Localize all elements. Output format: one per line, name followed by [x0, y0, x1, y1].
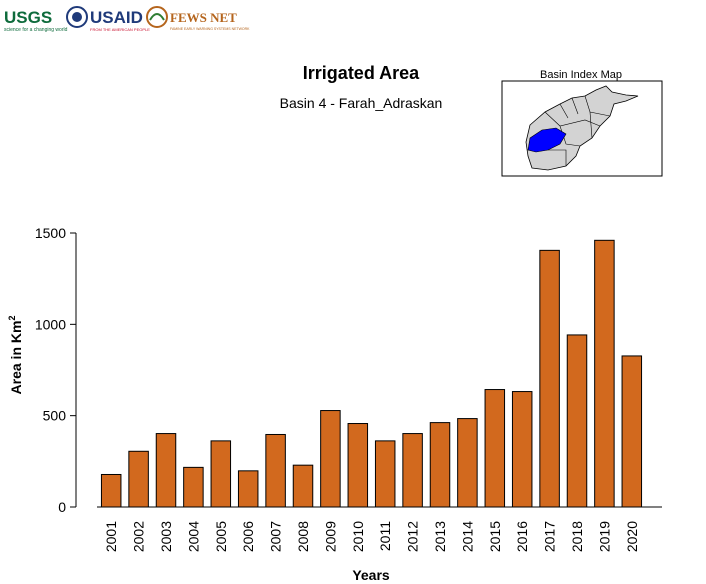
usaid-seal-inner [72, 12, 82, 22]
x-tick-label: 2014 [459, 521, 475, 552]
y-axis-label: Area in Km [8, 321, 24, 395]
y-tick-label: 1000 [35, 316, 66, 332]
fewsnet-logo-tagline: FAMINE EARLY WARNING SYSTEMS NETWORK [170, 27, 250, 31]
bar-2007 [265, 433, 286, 508]
usaid-logo-text: USAID [90, 8, 143, 27]
usgs-logo: USGS science for a changing world [4, 8, 68, 33]
bar-2006 [237, 470, 259, 508]
x-tick-label: 2003 [158, 521, 174, 552]
bar-2009 [320, 410, 341, 508]
bar-2014 [457, 418, 478, 508]
x-tick-label: 2005 [213, 521, 229, 552]
bar-2003 [155, 433, 177, 508]
bar-2016 [511, 391, 533, 508]
bar-2012 [402, 433, 423, 508]
bar-2011 [374, 440, 396, 508]
inset-map-title: Basin Index Map [540, 69, 622, 81]
basin-index-map: Basin Index Map [501, 69, 663, 177]
highlighted-basin-farah-adraskan [527, 127, 567, 153]
x-tick-label: 2013 [432, 521, 448, 552]
bar-2001 [100, 473, 122, 508]
x-tick-label: 2020 [624, 521, 640, 552]
header-logos: USGS science for a changing world USAID … [4, 6, 250, 33]
fewsnet-logo-text: FEWS NET [170, 10, 237, 25]
x-axis-label: Years [352, 567, 390, 583]
bar-2013 [429, 422, 451, 508]
bar-2015 [484, 389, 506, 508]
x-tick-label: 2018 [569, 521, 585, 552]
bar-2018 [566, 334, 588, 508]
x-tick-label: 2007 [268, 521, 284, 552]
x-tick-label: 2010 [350, 521, 366, 552]
usaid-logo: USAID FROM THE AMERICAN PEOPLE [66, 6, 150, 32]
x-tick-label: 2001 [103, 521, 119, 552]
usaid-logo-tagline: FROM THE AMERICAN PEOPLE [90, 27, 150, 32]
y-tick-label: 0 [58, 499, 66, 515]
fewsnet-logo: FEWS NET FAMINE EARLY WARNING SYSTEMS NE… [146, 6, 250, 31]
bar-2017 [539, 249, 560, 508]
x-tick-label: 2011 [377, 521, 393, 551]
fewsnet-leaf-icon [149, 13, 165, 21]
x-tick-label: 2015 [487, 521, 503, 552]
basin-internal-borders [544, 95, 611, 166]
y-tick-label: 500 [43, 408, 67, 424]
x-tick-label: 2008 [295, 521, 311, 552]
fewsnet-globe-icon [146, 6, 168, 28]
x-tick-label: 2004 [185, 521, 201, 552]
y-axis-label-group: Area in Km2 [7, 316, 24, 395]
bar-2020 [621, 355, 643, 508]
bar-2005 [210, 440, 232, 508]
y-axis-label-superscript: 2 [7, 316, 17, 321]
chart-subtitle: Basin 4 - Farah_Adraskan [280, 95, 443, 111]
bar-2008 [292, 464, 314, 508]
usgs-logo-tagline: science for a changing world [4, 27, 68, 33]
x-tick-label: 2009 [322, 521, 338, 552]
country-outline [525, 85, 639, 171]
y-tick-label: 1500 [35, 225, 66, 241]
x-tick-label: 2002 [131, 521, 147, 552]
x-tick-label: 2006 [240, 521, 256, 552]
plot-area: 0 500 1000 1500 2001 2002 2003 2004 2005 2006 2007… [35, 225, 662, 552]
x-tick-label: 2016 [514, 521, 530, 552]
bar-2002 [128, 450, 149, 508]
x-tick-label: 2017 [542, 521, 558, 552]
bar-2004 [183, 466, 204, 508]
svg-text:Area in Km2: Area in Km2 [7, 316, 24, 395]
x-tick-label: 2019 [596, 521, 612, 552]
usgs-logo-text: USGS [4, 8, 52, 27]
bar-2019 [594, 239, 615, 508]
chart-title: Irrigated Area [303, 63, 420, 83]
x-tick-label: 2012 [405, 521, 421, 552]
bar-2010 [347, 423, 369, 508]
